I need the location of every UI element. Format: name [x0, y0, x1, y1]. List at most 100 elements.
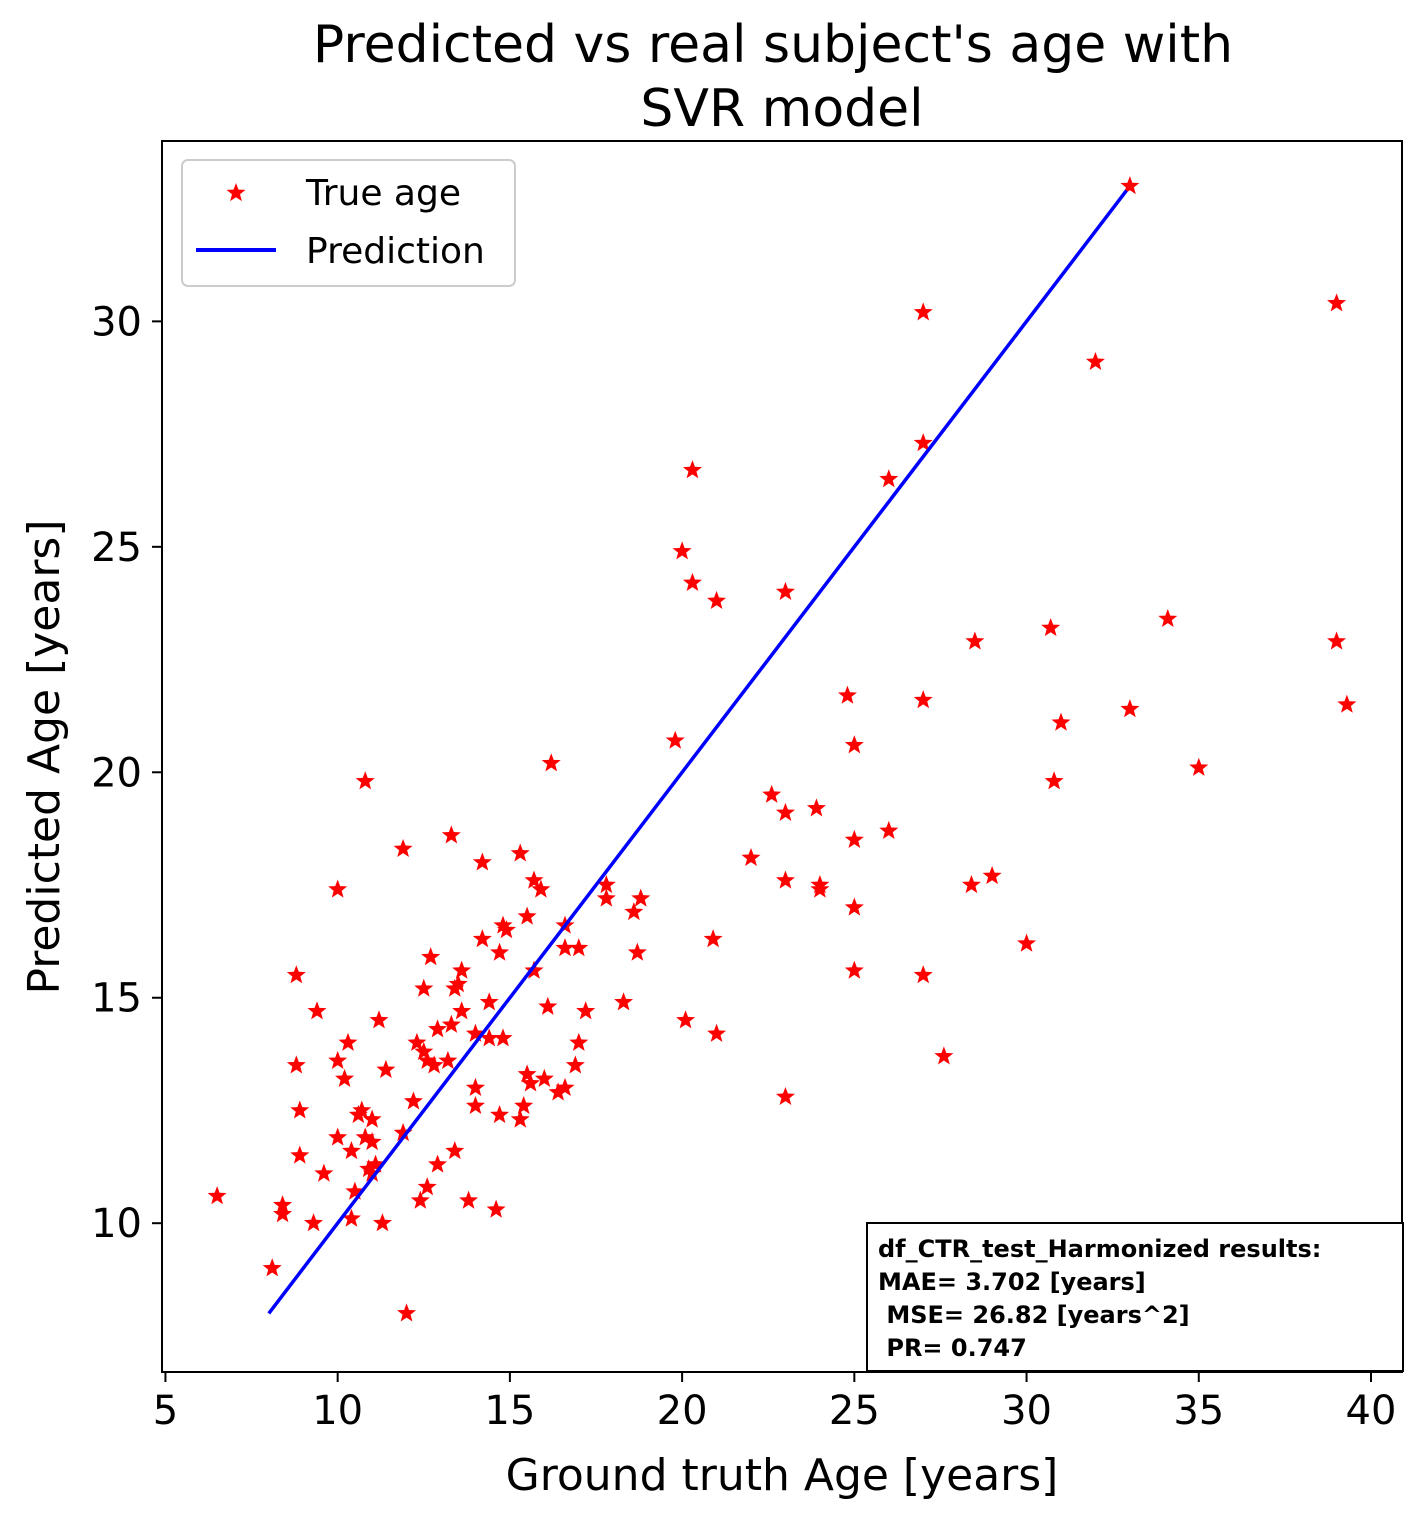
- true-age-point-32: [393, 838, 413, 858]
- true-age-point-85: [569, 938, 589, 957]
- true-age-point-127: [1044, 771, 1064, 790]
- true-age-point-106: [775, 1086, 795, 1106]
- true-age-point-20: [352, 1100, 372, 1119]
- true-age-point-16: [341, 1141, 361, 1160]
- x-tick-label-30: 30: [1001, 1388, 1052, 1434]
- true-age-point-22: [355, 771, 375, 790]
- true-age-point-91: [627, 942, 647, 961]
- true-age-point-107: [806, 798, 826, 817]
- true-age-point-117: [913, 433, 933, 452]
- x-tick-label-15: 15: [484, 1388, 535, 1434]
- true-age-point-10: [314, 1163, 334, 1182]
- true-age-point-58: [472, 852, 492, 871]
- chart-title-line-1: Predicted vs real subject's age with: [313, 15, 1233, 75]
- true-age-point-27: [366, 1154, 386, 1173]
- true-age-point-78: [541, 753, 561, 772]
- true-age-point-66: [496, 920, 516, 939]
- true-age-point-51: [452, 1001, 472, 1020]
- true-age-point-30: [376, 1059, 396, 1078]
- true-age-point-37: [414, 1041, 434, 1060]
- prediction-line: [267, 189, 1128, 1315]
- true-age-point-64: [493, 1028, 513, 1047]
- true-age-point-99: [707, 590, 727, 610]
- true-age-point-114: [844, 960, 864, 979]
- true-age-point-43: [428, 1154, 448, 1173]
- true-age-point-44: [428, 1019, 448, 1038]
- true-age-point-38: [414, 978, 434, 997]
- true-age-point-72: [521, 1073, 541, 1092]
- true-age-point-90: [624, 902, 644, 921]
- true-age-point-8: [304, 1213, 324, 1232]
- true-age-point-18: [345, 1181, 365, 1200]
- true-age-point-86: [576, 1001, 596, 1020]
- true-age-point-97: [682, 572, 702, 591]
- true-age-point-52: [452, 960, 472, 979]
- annotation-line-2: MAE= 3.702 [years]: [878, 1268, 1146, 1296]
- true-age-point-46: [441, 1014, 461, 1033]
- true-age-point-110: [837, 685, 857, 704]
- true-age-point-77: [538, 996, 558, 1015]
- annotation-box: [866, 1222, 1404, 1372]
- true-age-point-53: [459, 1190, 479, 1209]
- true-age-point-29: [372, 1213, 392, 1232]
- true-age-point-3: [273, 1204, 293, 1223]
- y-tick-label-25: 25: [91, 525, 142, 571]
- true-age-point-50: [448, 974, 468, 993]
- true-age-point-93: [665, 730, 685, 749]
- true-age-point-94: [672, 541, 692, 560]
- y-axis-label: Predicted Age [years]: [19, 519, 70, 994]
- true-age-point-130: [1120, 176, 1140, 195]
- true-age-point-73: [524, 960, 544, 979]
- true-age-point-89: [614, 992, 634, 1011]
- true-age-point-48: [445, 1141, 465, 1160]
- true-age-point-102: [762, 784, 782, 803]
- true-age-point-63: [490, 1104, 510, 1124]
- true-age-point-34: [403, 1091, 423, 1110]
- true-age-point-21: [355, 1127, 375, 1146]
- true-age-point-69: [514, 1095, 534, 1115]
- true-age-point-61: [486, 1199, 506, 1218]
- true-age-point-70: [517, 1064, 537, 1083]
- true-age-point-68: [510, 1109, 530, 1128]
- true-age-point-45: [438, 1050, 458, 1069]
- true-age-point-39: [417, 1177, 437, 1196]
- true-age-point-7: [290, 1145, 310, 1164]
- x-tick-label-5: 5: [153, 1388, 178, 1434]
- true-age-point-11: [328, 879, 348, 898]
- true-age-point-79: [548, 1082, 568, 1101]
- y-tick-label-15: 15: [91, 976, 142, 1022]
- true-age-point-96: [682, 460, 702, 479]
- true-age-point-17: [341, 1208, 361, 1227]
- legend-prediction-label: Prediction: [306, 231, 485, 272]
- true-age-point-12: [328, 1050, 348, 1069]
- true-age-point-28: [369, 1010, 389, 1029]
- true-age-point-80: [555, 938, 575, 957]
- true-age-point-116: [879, 820, 899, 839]
- true-age-point-36: [410, 1190, 430, 1209]
- true-age-point-100: [707, 1023, 727, 1042]
- true-age-point-55: [465, 1077, 485, 1097]
- true-age-point-84: [569, 1032, 589, 1051]
- true-age-point-56: [465, 1095, 485, 1115]
- true-age-point-136: [1337, 694, 1357, 713]
- true-age-point-122: [961, 875, 981, 894]
- true-age-point-23: [359, 1159, 379, 1178]
- true-age-point-104: [775, 870, 795, 889]
- annotation-line-1: df_CTR_test_Harmonized results:: [878, 1235, 1321, 1263]
- true-age-point-88: [596, 888, 616, 907]
- true-age-point-54: [465, 1023, 485, 1042]
- true-age-point-118: [913, 302, 933, 321]
- true-age-point-1: [262, 1258, 282, 1277]
- true-age-point-98: [703, 929, 723, 948]
- true-age-point-4: [286, 965, 306, 984]
- results-annotation: df_CTR_test_Harmonized results: MAE= 3.7…: [866, 1222, 1404, 1372]
- true-age-point-0: [207, 1186, 227, 1205]
- true-age-point-9: [307, 1001, 327, 1020]
- y-tick-label-10: 10: [91, 1201, 142, 1247]
- true-age-point-74: [524, 870, 544, 889]
- legend-star-icon: [226, 183, 246, 202]
- true-age-point-67: [510, 843, 530, 862]
- legend-true-age-marker: [226, 183, 246, 202]
- true-age-point-134: [1327, 293, 1347, 312]
- plot-area: [207, 176, 1357, 1322]
